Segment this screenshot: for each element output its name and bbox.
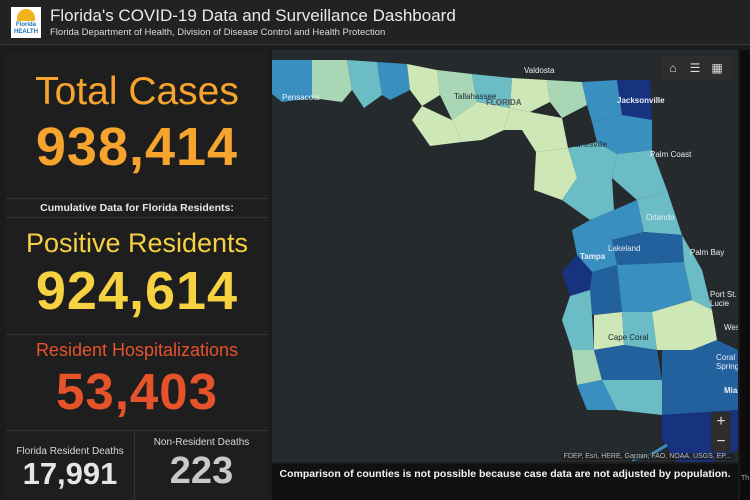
stats-panel: Total Cases 938,414 Cumulative Data for … <box>6 50 268 500</box>
county[interactable] <box>407 64 440 106</box>
non-resident-deaths-value: 223 <box>169 450 234 492</box>
county[interactable] <box>272 60 312 102</box>
city-label: Gainesville <box>568 140 608 149</box>
city-label: Jacksonville <box>617 96 665 105</box>
county[interactable] <box>572 220 617 272</box>
divider <box>6 198 268 199</box>
county[interactable] <box>412 106 462 146</box>
divider <box>134 430 135 500</box>
county[interactable] <box>312 60 352 102</box>
positive-residents-label: Positive Residents <box>25 228 249 258</box>
county[interactable] <box>682 235 712 310</box>
dashboard-subtitle: Florida Department of Health, Division o… <box>50 27 386 38</box>
city-label: Port St. Lucie <box>710 290 737 308</box>
county[interactable] <box>590 200 644 240</box>
county[interactable] <box>562 255 592 296</box>
county[interactable] <box>452 102 510 142</box>
county[interactable] <box>504 108 568 152</box>
county[interactable] <box>347 60 382 108</box>
county[interactable] <box>592 115 652 154</box>
city-label: Coral Springs <box>716 353 738 371</box>
county[interactable] <box>568 142 617 178</box>
city-label: Valdosta <box>524 66 555 75</box>
hospitalizations-value: 53,403 <box>56 363 218 420</box>
resident-deaths-value: 17,991 <box>22 456 118 491</box>
city-label: Orlando <box>646 213 675 222</box>
county[interactable] <box>562 290 594 350</box>
map-attribution: FDEP, Esri, HERE, Garmin, FAO, NOAA, USG… <box>560 453 734 460</box>
county[interactable] <box>582 80 622 122</box>
county[interactable] <box>577 380 617 410</box>
county[interactable] <box>590 265 622 315</box>
divider <box>6 217 268 218</box>
zoom-in-button[interactable]: + <box>711 412 731 432</box>
county[interactable] <box>547 80 587 118</box>
list-icon[interactable]: ☰ <box>689 61 701 75</box>
florida-health-logo: Florida HEALTH <box>11 7 41 38</box>
city-label: Lakeland <box>608 244 641 253</box>
city-label: Pensacola <box>282 93 320 102</box>
positive-residents-value: 924,614 <box>35 261 239 321</box>
resident-deaths-label: Florida Resident Deaths <box>16 446 124 457</box>
city-label: Palm Coast <box>650 150 692 159</box>
county[interactable] <box>662 340 738 415</box>
right-panel-edge: Th <box>740 50 750 500</box>
comparison-note: Comparison of counties is not possible b… <box>272 464 738 500</box>
zoom-out-button[interactable]: − <box>711 432 731 452</box>
city-label: Cape Coral <box>608 333 649 342</box>
city-label: Tallahassee <box>454 92 497 101</box>
county[interactable] <box>612 150 667 200</box>
dashboard-header: Florida HEALTH Florida's COVID-19 Data a… <box>0 0 750 45</box>
cumulative-label: Cumulative Data for Florida Residents: <box>40 202 234 214</box>
city-label: Tampa <box>580 252 606 261</box>
county[interactable] <box>617 262 692 312</box>
county[interactable] <box>572 350 602 385</box>
county[interactable] <box>472 74 512 108</box>
city-label: Palm Bay <box>690 248 725 257</box>
city-label: West <box>724 323 738 332</box>
county[interactable] <box>637 190 682 235</box>
divider <box>6 430 268 431</box>
county[interactable] <box>594 345 662 380</box>
county[interactable] <box>652 300 717 350</box>
county[interactable] <box>437 70 477 120</box>
county[interactable] <box>617 80 652 120</box>
county[interactable] <box>510 78 550 112</box>
county[interactable] <box>602 380 662 415</box>
divider <box>6 334 268 335</box>
county[interactable] <box>534 148 577 200</box>
county[interactable] <box>622 312 657 350</box>
qr-icon[interactable]: ▦ <box>711 61 723 75</box>
county[interactable] <box>612 232 684 265</box>
dashboard-title: Florida's COVID-19 Data and Surveillance… <box>50 6 456 25</box>
non-resident-deaths-label: Non-Resident Deaths <box>153 437 250 448</box>
city-label: Miam <box>724 386 738 395</box>
county-map[interactable]: Pensacola Tallahassee FLORIDA Valdosta J… <box>272 50 738 462</box>
county[interactable] <box>562 178 614 220</box>
florida-counties-map[interactable] <box>272 50 738 462</box>
hospitalizations-label: Resident Hospitalizations <box>35 340 239 360</box>
state-label: FLORIDA <box>486 98 522 107</box>
right-panel-text: Th <box>741 475 750 482</box>
home-icon[interactable]: ⌂ <box>669 61 677 75</box>
total-cases-label: Total Cases <box>35 70 239 113</box>
map-toolbar: ⌂ ☰ ▦ <box>662 56 732 80</box>
county[interactable] <box>594 312 624 350</box>
total-cases-value: 938,414 <box>35 117 239 177</box>
county[interactable] <box>377 62 410 100</box>
